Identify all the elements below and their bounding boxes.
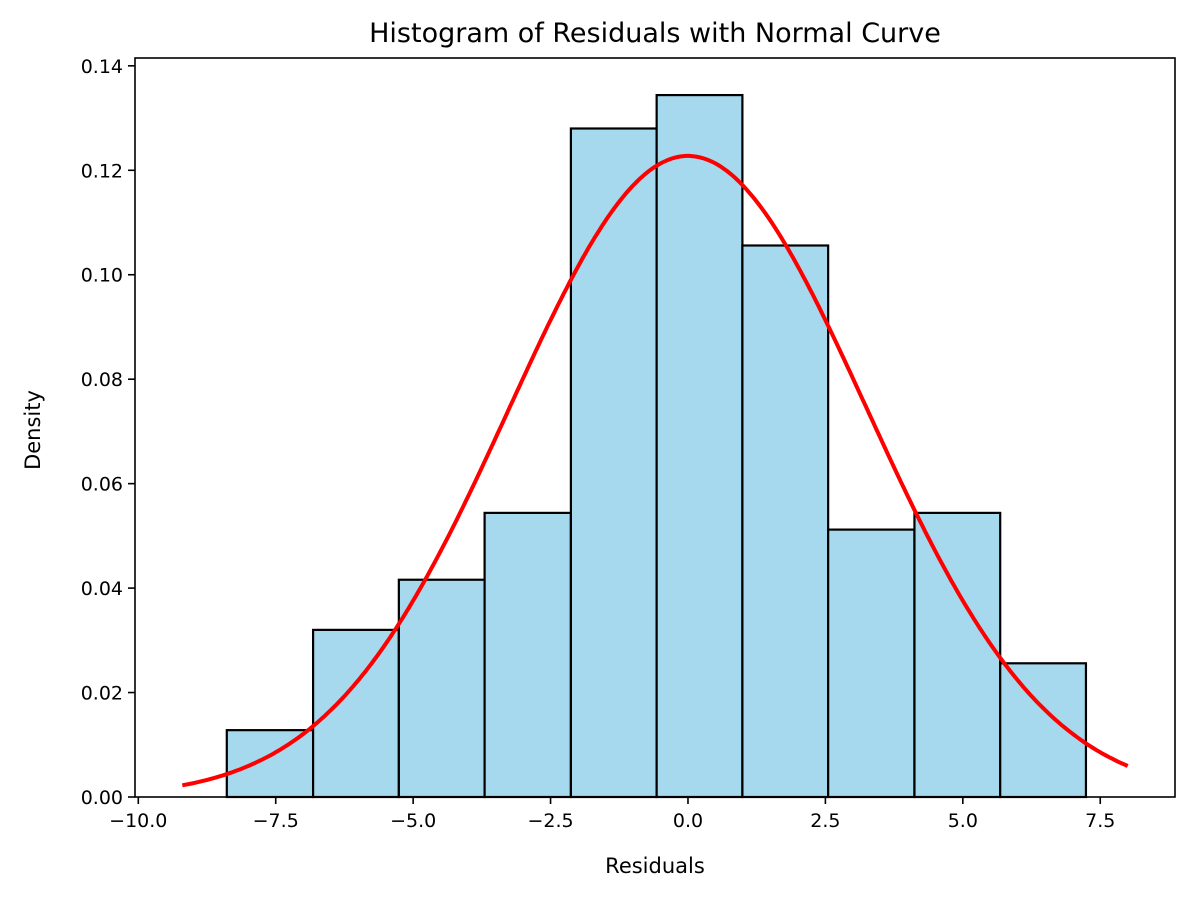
x-tick-label: 5.0 [948, 810, 978, 832]
y-tick-label: 0.06 [81, 474, 123, 496]
histogram-bar [655, 93, 744, 799]
histogram-bar [569, 127, 658, 799]
y-tick-label: 0.14 [81, 56, 123, 78]
x-tick-label: 7.5 [1085, 810, 1115, 832]
plot-frame [134, 57, 1176, 798]
y-tick-label: 0.12 [81, 160, 123, 182]
histogram-bar [913, 511, 1002, 799]
x-axis: −10.0 −7.5 −5.0 −2.5 0.0 2.5 5.0 7.5 [109, 797, 1115, 832]
y-tick-label: 0.08 [81, 369, 123, 391]
x-tick-label: 0.0 [673, 810, 703, 832]
y-tick-label: 0.00 [81, 787, 123, 809]
x-tick-label: −10.0 [109, 810, 167, 832]
histogram-bar [225, 729, 315, 799]
x-axis-label: Residuals [605, 854, 705, 878]
histogram-bar [999, 662, 1088, 799]
chart-title: Histogram of Residuals with Normal Curve [369, 18, 941, 49]
histogram-bar [741, 244, 830, 799]
histogram-bar [483, 511, 572, 799]
histogram-bar [827, 528, 916, 799]
y-axis-label: Density [21, 390, 45, 470]
histogram-bar [397, 578, 486, 799]
y-tick-label: 0.04 [81, 578, 123, 600]
y-tick-label: 0.10 [81, 265, 123, 287]
x-tick-label: −7.5 [253, 810, 299, 832]
y-axis: 0.00 0.02 0.04 0.06 0.08 0.10 0.12 0.14 [81, 56, 135, 809]
normal-curve-line [181, 153, 1129, 788]
x-tick-label: −2.5 [527, 810, 573, 832]
x-tick-label: 2.5 [810, 810, 840, 832]
x-tick-label: −5.0 [390, 810, 436, 832]
y-tick-label: 0.02 [81, 683, 123, 705]
bars-group [225, 93, 1088, 799]
